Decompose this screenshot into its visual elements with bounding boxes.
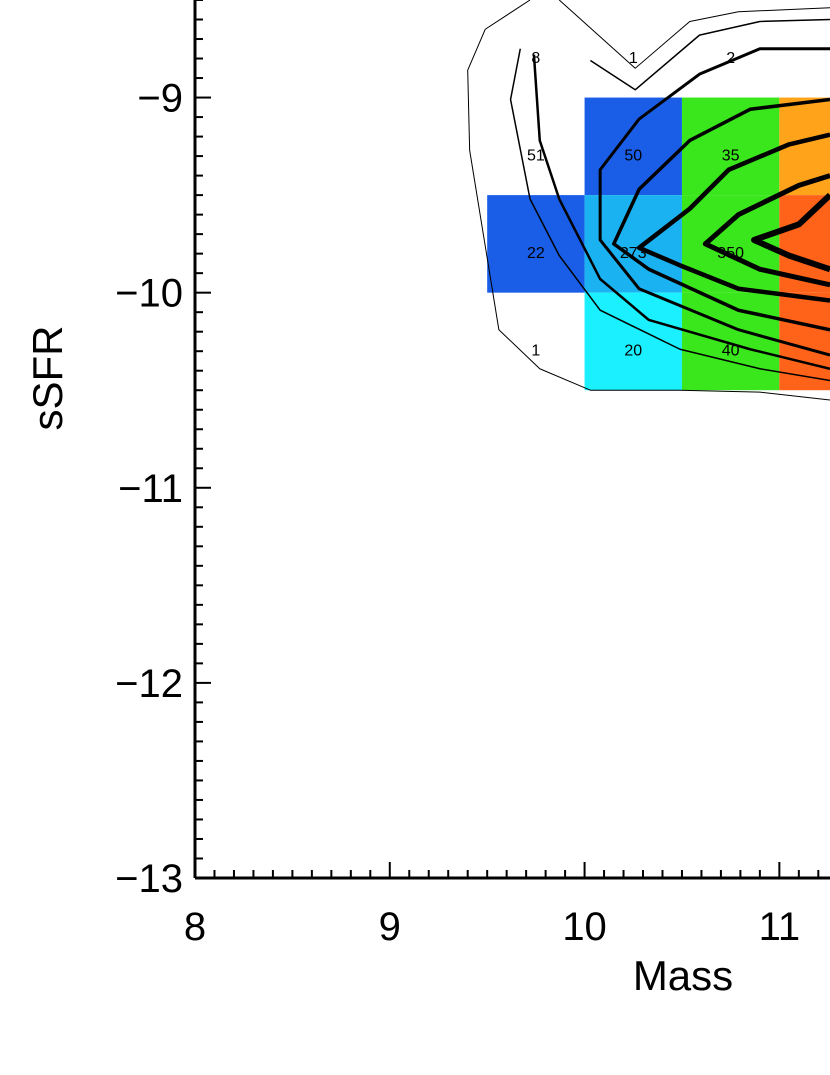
contour — [702, 173, 830, 288]
y-tick-label: −13 — [115, 857, 183, 901]
contour — [598, 47, 830, 357]
x-tick-label: 8 — [184, 905, 206, 949]
count-label: 8 — [531, 50, 540, 67]
contour — [636, 132, 830, 303]
contour — [590, 18, 830, 91]
y-tick-label: −10 — [115, 272, 183, 316]
contour — [751, 192, 830, 273]
count-label: 20 — [624, 342, 642, 359]
x-tick-label: 10 — [562, 905, 607, 949]
count-label: 22 — [527, 245, 545, 262]
count-label: 50 — [624, 147, 642, 164]
contour — [532, 54, 830, 370]
x-axis-title: Mass — [633, 952, 733, 999]
contour — [467, 0, 830, 401]
tile — [681, 292, 780, 391]
count-label: 1 — [629, 50, 638, 67]
contour — [558, 0, 830, 69]
y-tick-label: −12 — [115, 662, 183, 706]
x-tick-label: 11 — [759, 905, 801, 949]
count-label: 273 — [620, 245, 647, 262]
count-label: 51 — [527, 147, 545, 164]
y-tick-label: −9 — [137, 77, 183, 121]
y-tick-label: −11 — [118, 467, 183, 511]
tile — [681, 97, 780, 196]
count-label: 40 — [722, 342, 740, 359]
count-label: 2 — [726, 50, 735, 67]
count-label: 350 — [717, 245, 744, 262]
contour — [612, 97, 830, 332]
count-label: 1 — [531, 342, 540, 359]
count-label: 35 — [722, 147, 740, 164]
y-axis-title: sSFR — [24, 326, 71, 431]
contour — [509, 48, 830, 382]
x-tick-label: 9 — [379, 905, 401, 949]
